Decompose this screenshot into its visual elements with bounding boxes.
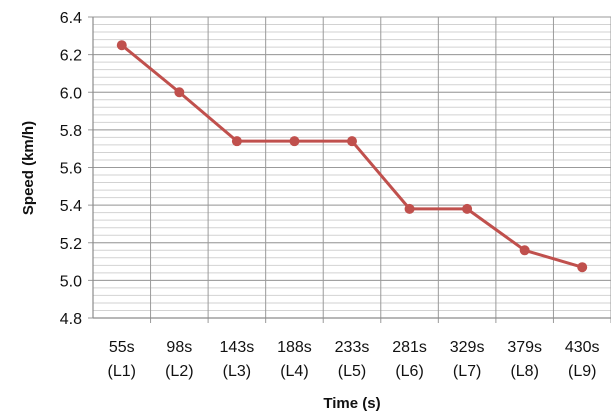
y-tick-label: 5.0 bbox=[60, 273, 82, 290]
x-tick-label-time: 329s bbox=[450, 339, 485, 356]
x-tick-label-time: 55s bbox=[109, 339, 135, 356]
x-tick-label-lap: (L1) bbox=[108, 363, 136, 380]
series-line bbox=[120, 44, 583, 269]
y-tick-label: 6.0 bbox=[60, 85, 82, 102]
y-tick-label: 5.8 bbox=[60, 123, 82, 140]
y-tick-label: 6.2 bbox=[60, 48, 82, 65]
data-point bbox=[289, 136, 300, 147]
data-point bbox=[462, 203, 473, 214]
x-tick-label-lap: (L4) bbox=[280, 363, 308, 380]
x-tick-label-time: 233s bbox=[335, 339, 370, 356]
x-axis-title: Time (s) bbox=[323, 395, 380, 412]
data-point bbox=[404, 203, 415, 214]
y-tick-label: 5.6 bbox=[60, 161, 82, 178]
x-tick-label-lap: (L8) bbox=[510, 363, 538, 380]
y-axis-title: Speed (km/h) bbox=[20, 121, 37, 215]
x-tick-label-time: 430s bbox=[565, 339, 600, 356]
axes bbox=[92, 17, 611, 319]
x-tick-label-lap: (L3) bbox=[223, 363, 251, 380]
data-point bbox=[577, 262, 588, 273]
data-point bbox=[347, 136, 357, 147]
data-point bbox=[231, 136, 242, 147]
y-tick-label: 6.4 bbox=[60, 10, 82, 27]
x-tick-label-time: 98s bbox=[166, 339, 192, 356]
x-tick-label-lap: (L5) bbox=[338, 363, 366, 380]
x-tick-label-lap: (L2) bbox=[165, 363, 193, 380]
x-tick-labels: 55s (L1) 98s (L2) 143s (L3) 188s (L4) 233s (L5) 28… bbox=[108, 339, 600, 380]
series-group bbox=[116, 40, 588, 273]
y-tick-label: 5.2 bbox=[60, 236, 82, 253]
data-point bbox=[174, 87, 185, 98]
x-tick-label-time: 188s bbox=[277, 339, 312, 356]
x-tick-label-lap: (L6) bbox=[395, 363, 423, 380]
data-point bbox=[116, 40, 127, 51]
major-gridlines bbox=[88, 16, 611, 323]
data-point bbox=[519, 245, 530, 256]
x-tick-label-time: 143s bbox=[220, 339, 255, 356]
x-tick-label-time: 379s bbox=[507, 339, 542, 356]
y-tick-label: 5.4 bbox=[60, 198, 82, 215]
x-tick-label-lap: (L9) bbox=[568, 363, 596, 380]
x-tick-label-time: 281s bbox=[392, 339, 427, 356]
y-tick-label: 4.8 bbox=[60, 311, 82, 328]
y-tick-labels: 4.8 5.0 5.2 5.4 5.6 5.8 6.0 6.2 6.4 bbox=[60, 10, 82, 328]
x-tick-label-lap: (L7) bbox=[453, 363, 481, 380]
